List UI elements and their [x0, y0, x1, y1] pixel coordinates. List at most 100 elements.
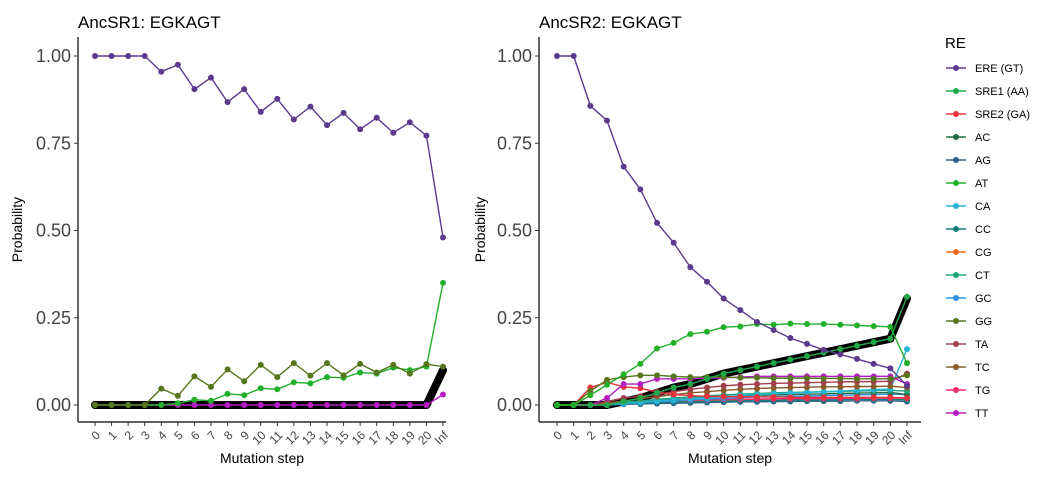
data-point [904, 372, 910, 379]
x-tick-label: 5 [171, 428, 186, 443]
legend-title: RE [945, 35, 966, 52]
series-line [557, 322, 908, 406]
data-point [787, 380, 794, 387]
data-point [870, 323, 877, 330]
data-point [357, 126, 364, 133]
data-point [837, 346, 844, 353]
data-point [554, 402, 560, 408]
data-point [804, 321, 810, 328]
data-point [754, 318, 760, 325]
data-point [324, 374, 330, 381]
data-point [224, 99, 231, 106]
data-point [670, 391, 677, 398]
series-line [557, 381, 908, 406]
data-point [423, 361, 430, 368]
data-point [720, 382, 727, 389]
data-point [92, 53, 98, 59]
legend-label: ERE (GT) [975, 63, 1023, 75]
data-point [637, 381, 644, 388]
legend-entry-ca: CA [946, 201, 991, 213]
data-point [654, 345, 660, 352]
data-point [324, 122, 330, 129]
data-point [373, 369, 380, 376]
legend-label: CT [975, 270, 990, 282]
data-point [257, 402, 264, 408]
data-point [837, 388, 844, 395]
legend-label: GG [975, 316, 992, 328]
y-tick-label: 0.50 [497, 221, 532, 241]
x-tick-label: 9 [700, 428, 715, 443]
chart-title: AncSR2: EGKAGT [539, 13, 682, 32]
data-point [804, 340, 810, 347]
series-ere-gt [554, 53, 910, 389]
legend-entry-sre2-ga: SRE2 (GA) [946, 109, 1030, 121]
legend-label: AC [975, 132, 990, 144]
legend-entry-gg: GG [946, 316, 992, 328]
y-axis-label: Probability [9, 197, 25, 262]
data-point [125, 53, 132, 59]
data-point [373, 402, 380, 408]
series-line [557, 374, 908, 406]
x-tick-label: 0 [88, 428, 103, 443]
data-point [440, 234, 446, 241]
data-point [820, 383, 827, 390]
data-point [770, 321, 777, 328]
data-point [274, 95, 281, 102]
data-point [620, 381, 627, 388]
legend-label: TC [975, 362, 990, 374]
data-point [257, 361, 264, 368]
data-point [754, 385, 760, 392]
data-point [854, 342, 860, 349]
data-point [887, 335, 894, 342]
data-point [887, 375, 894, 382]
x-tick-label: Inf [896, 428, 916, 448]
legend-entry-cc: CC [946, 224, 991, 236]
data-point [770, 380, 777, 387]
data-point [274, 402, 281, 408]
data-point [637, 385, 644, 392]
data-point [141, 402, 148, 408]
data-point [307, 103, 314, 110]
data-point [770, 393, 777, 400]
legend-label: CA [975, 201, 991, 213]
x-tick-label: 1 [567, 428, 582, 443]
series-gg [92, 360, 446, 408]
data-point [870, 339, 877, 346]
legend-entry-ag: AG [946, 155, 991, 167]
data-point [241, 86, 248, 93]
data-point [340, 109, 347, 116]
data-point [224, 402, 231, 408]
data-point [637, 360, 644, 367]
data-point [720, 295, 727, 302]
data-point [737, 367, 744, 374]
data-point [820, 388, 827, 395]
legend-key-point [953, 88, 959, 94]
legend-label: CG [975, 247, 992, 259]
data-point [854, 322, 860, 329]
data-point [704, 388, 710, 395]
data-point [854, 375, 860, 382]
data-point [770, 360, 777, 367]
x-tick-label: Inf [432, 428, 452, 448]
y-tick-label: 0.00 [36, 395, 71, 415]
data-point [257, 385, 264, 392]
data-point [390, 129, 397, 136]
data-point [274, 386, 281, 393]
data-point [637, 395, 644, 402]
data-point [704, 384, 710, 391]
data-point [290, 360, 297, 367]
data-point [704, 328, 710, 335]
data-point [870, 394, 877, 401]
data-point [274, 374, 281, 381]
data-point [737, 381, 744, 388]
data-point [804, 379, 810, 386]
data-point [737, 393, 744, 400]
data-point [737, 307, 744, 314]
data-point [570, 402, 577, 408]
data-point [654, 219, 660, 226]
series-at [554, 320, 910, 408]
data-point [670, 384, 677, 391]
data-point [754, 374, 760, 381]
x-tick-label: 1 [105, 428, 120, 443]
